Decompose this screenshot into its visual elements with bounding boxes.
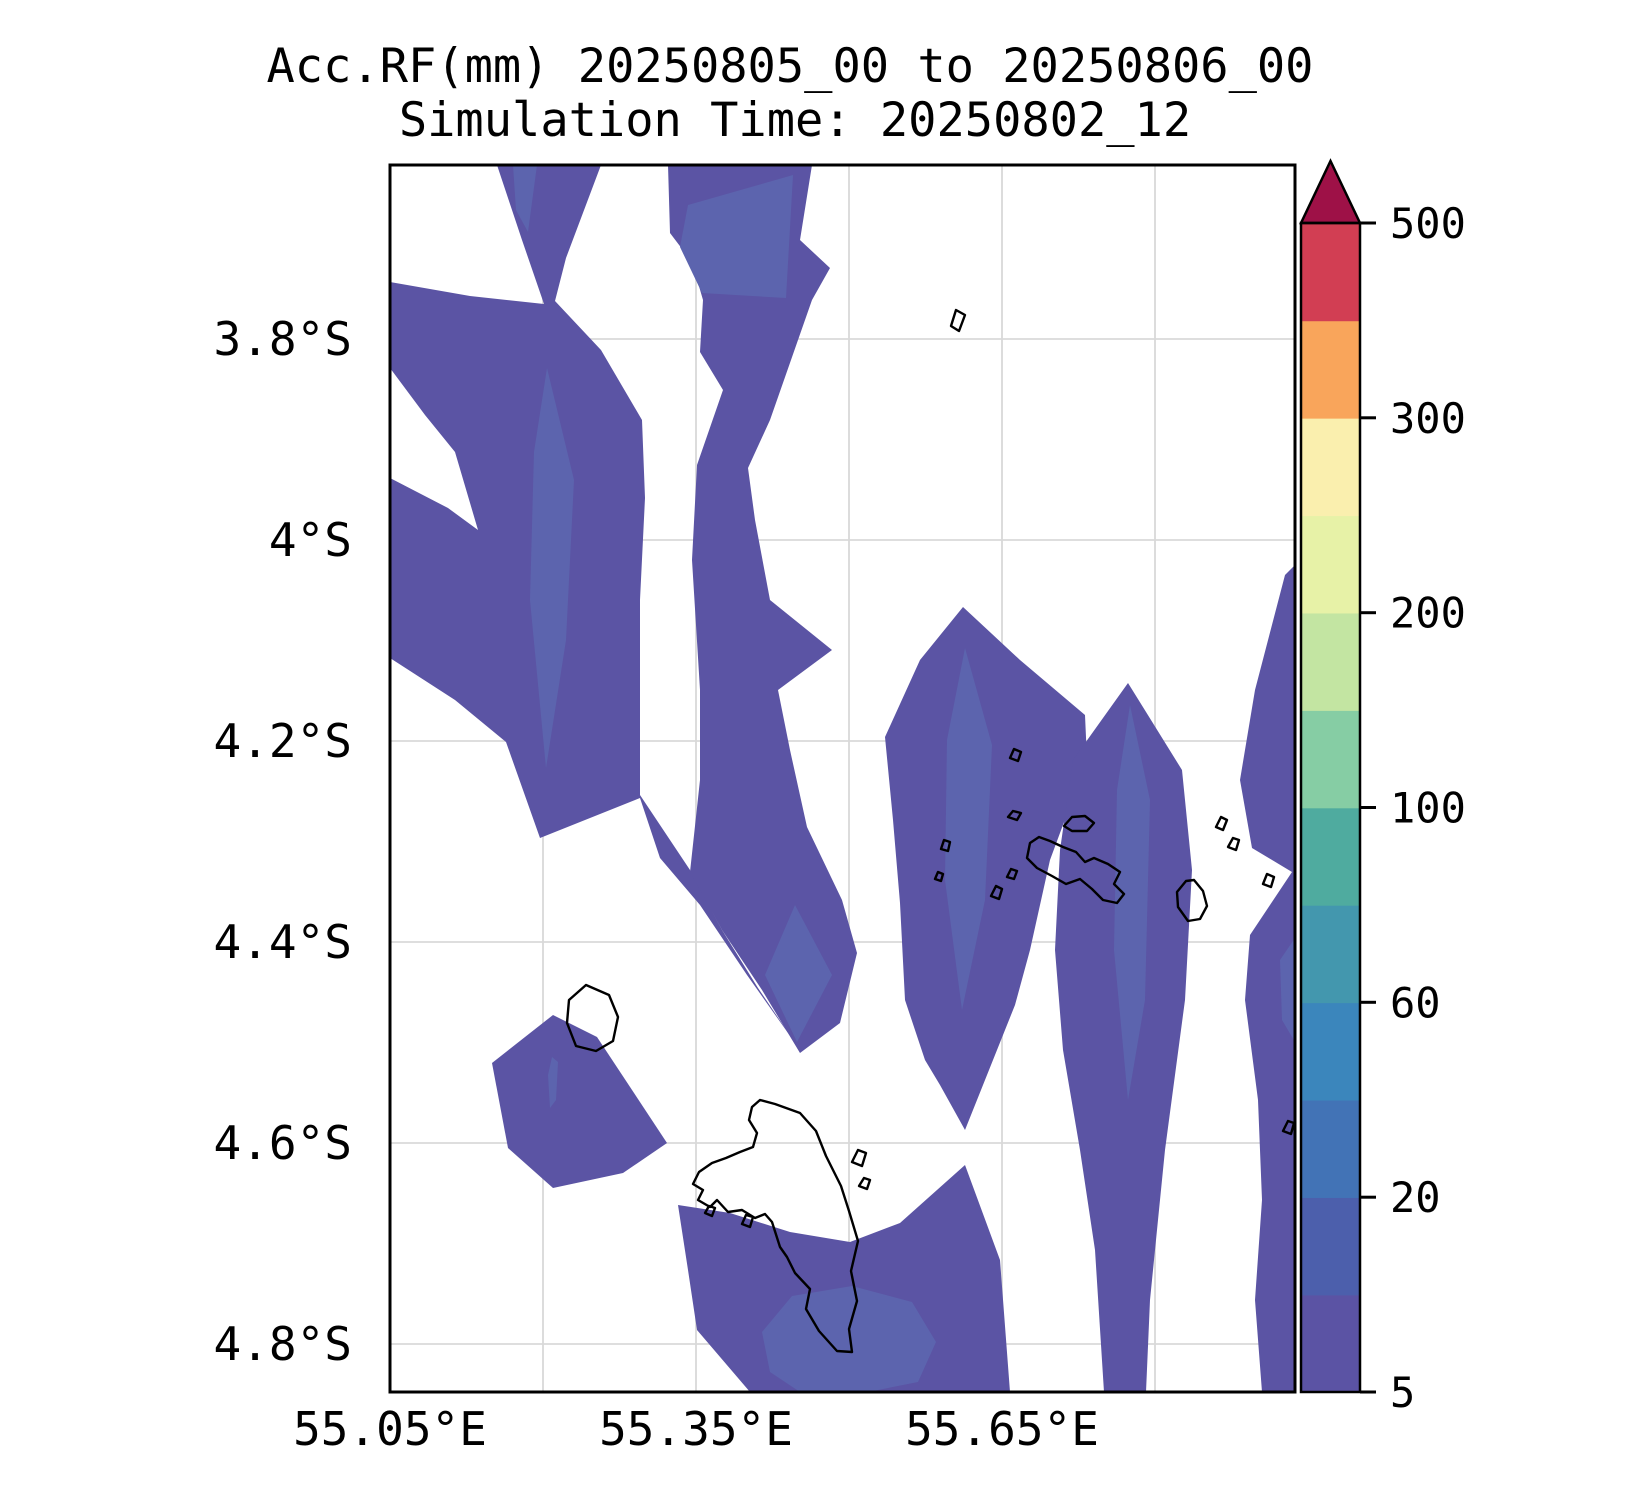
coastline-islet-nw-praslin bbox=[1006, 809, 1023, 822]
coastline-islet-aride bbox=[939, 838, 952, 853]
chart-subtitle: Simulation Time: 20250802_12 bbox=[399, 93, 1191, 148]
contour-region-band-east-edge bbox=[1240, 565, 1295, 1392]
colorbar-segment bbox=[1301, 1002, 1360, 1101]
coastline-islet-north bbox=[949, 308, 967, 333]
contour-region-band-center bbox=[668, 165, 857, 1053]
colorbar-segment bbox=[1301, 223, 1360, 322]
coastline-islet-w-mahe-1 bbox=[703, 1204, 717, 1218]
coastline-curieuse bbox=[1062, 814, 1096, 833]
colorbar-segment bbox=[1301, 417, 1360, 517]
coastline-islet-w-mahe-2 bbox=[740, 1213, 755, 1229]
contour-region-band-northwest-system bbox=[390, 165, 800, 1050]
contour-region-inner-mahe-south-patch bbox=[762, 1286, 936, 1392]
coastline-islet-north-4-28s bbox=[1008, 747, 1023, 763]
coastline-islet-sw-praslin-2 bbox=[1005, 867, 1019, 881]
contour-region-inner-west-sliver bbox=[530, 368, 574, 768]
y-tick-label: 4.6°S bbox=[214, 1116, 352, 1170]
colorbar-segment bbox=[1301, 320, 1360, 419]
coastline-praslin bbox=[1025, 835, 1126, 905]
colorbar-segment bbox=[1301, 904, 1360, 1004]
coastline-silhouette bbox=[565, 983, 620, 1053]
plot-border bbox=[388, 163, 1297, 1394]
coastline-islet-east-1 bbox=[1214, 815, 1229, 832]
chart-title: Acc.RF(mm) 20250805_00 to 20250806_00 bbox=[267, 39, 1314, 94]
contour-region-inner-center-east-sliver bbox=[945, 648, 992, 1010]
y-tick-label: 4.4°S bbox=[214, 915, 352, 969]
y-tick-label: 4.2°S bbox=[214, 714, 352, 768]
colorbar-segment bbox=[1301, 1197, 1360, 1296]
contour-region-blob-southwest-pentagon bbox=[492, 1015, 667, 1188]
colorbar-segment bbox=[1301, 710, 1360, 809]
coastline-islet-e-mahe-1 bbox=[850, 1148, 868, 1168]
x-tick-label: 55.05°E bbox=[293, 1402, 487, 1456]
x-tick-labels: 55.05°E 55.35°E 55.65°E bbox=[293, 1402, 1099, 1456]
coastline-islet-east-2 bbox=[1226, 836, 1241, 852]
x-tick-label: 55.65°E bbox=[905, 1402, 1099, 1456]
contour-region-inner-east-edge-patch bbox=[1280, 938, 1295, 1042]
colorbar-segment bbox=[1301, 612, 1360, 711]
x-tick-label: 55.35°E bbox=[599, 1402, 793, 1456]
coastline-mahe bbox=[691, 1098, 860, 1354]
contour-region-inner-center-lower-diamond bbox=[765, 905, 832, 1042]
colorbar-tick-label: 500 bbox=[1390, 199, 1466, 248]
coastline-la-digue bbox=[1175, 878, 1209, 923]
y-tick-label: 3.8°S bbox=[214, 312, 352, 366]
colorbar-tick-label: 60 bbox=[1390, 978, 1441, 1027]
y-tick-label: 4°S bbox=[269, 513, 352, 567]
contour-region-inner-praslin-band-sliver bbox=[1114, 705, 1150, 1100]
colorbar: 500 300 200 100 60 20 5 bbox=[1299, 158, 1466, 1417]
colorbar-tick-label: 20 bbox=[1390, 1173, 1441, 1222]
coastline-islet-e-mahe-2 bbox=[857, 1176, 872, 1191]
colorbar-tick-label: 200 bbox=[1390, 589, 1466, 638]
y-tick-label: 4.8°S bbox=[214, 1317, 352, 1371]
colorbar-segment bbox=[1301, 1099, 1360, 1198]
contour-region-inner-center-top-patch bbox=[680, 175, 793, 298]
coastline-islet-sw-praslin-1 bbox=[989, 884, 1004, 901]
colorbar-tick-label: 300 bbox=[1390, 394, 1466, 443]
coastline-islet-fregate bbox=[1281, 1119, 1295, 1136]
coastlines bbox=[565, 308, 1295, 1354]
colorbar-tick-labels: 500 300 200 100 60 20 5 bbox=[1390, 199, 1466, 1417]
contour-region-inner-top-band-sliver bbox=[513, 165, 537, 232]
colorbar-segment bbox=[1301, 515, 1360, 614]
colorbar-tick-label: 100 bbox=[1390, 784, 1466, 833]
colorbar-segment bbox=[1301, 807, 1360, 906]
coastline-islet-east-3 bbox=[1261, 872, 1276, 889]
colorbar-ticks bbox=[1360, 221, 1376, 1394]
colorbar-segment bbox=[1301, 1294, 1360, 1393]
colorbar-tick-label: 5 bbox=[1390, 1368, 1415, 1417]
y-tick-labels: 3.8°S 4°S 4.2°S 4.4°S 4.6°S 4.8°S bbox=[214, 312, 352, 1371]
contour-regions bbox=[390, 165, 1295, 1392]
coastline-islet-cousin bbox=[933, 870, 945, 883]
contour-region-inner-pentagon-sliver bbox=[548, 1057, 558, 1108]
colorbar-segments bbox=[1301, 223, 1360, 1393]
